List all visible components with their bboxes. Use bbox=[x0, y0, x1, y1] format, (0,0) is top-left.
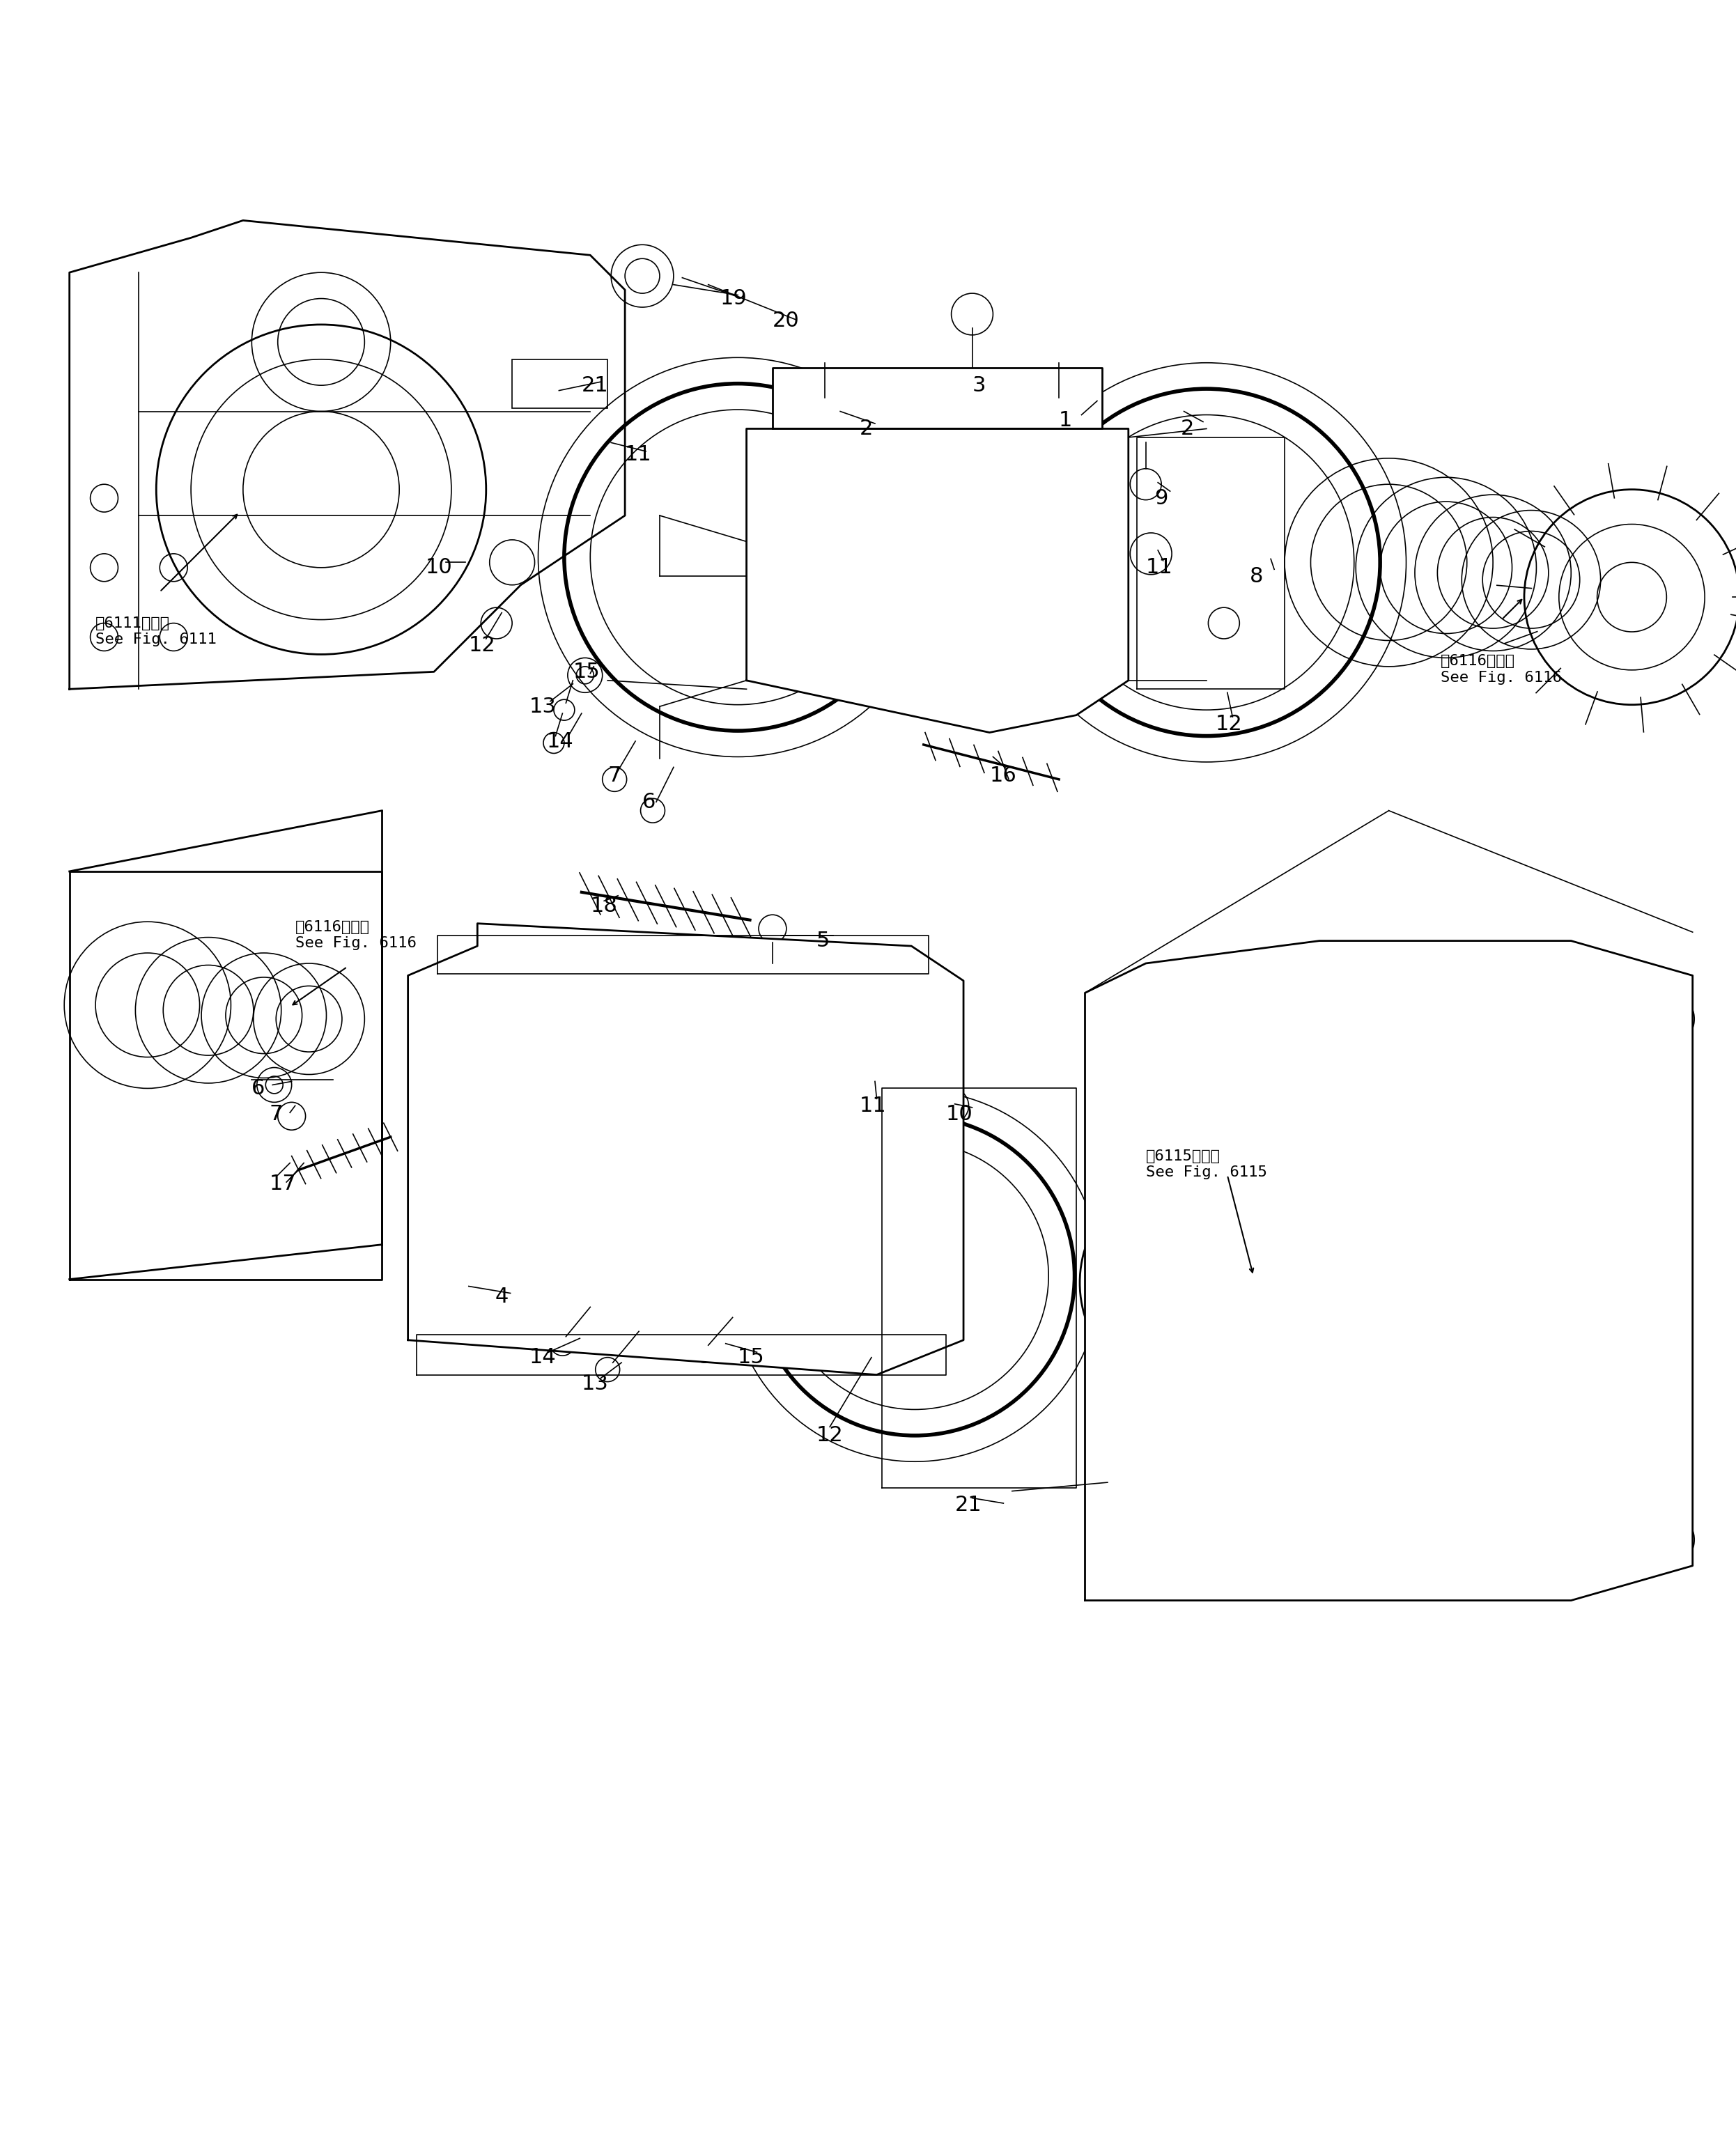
Polygon shape bbox=[746, 428, 1128, 733]
Text: 第6116図参照
See Fig. 6116: 第6116図参照 See Fig. 6116 bbox=[295, 919, 417, 951]
Text: 12: 12 bbox=[1215, 713, 1243, 735]
Text: 第6116図参照
See Fig. 6116: 第6116図参照 See Fig. 6116 bbox=[1441, 655, 1562, 685]
Text: 20: 20 bbox=[773, 311, 800, 332]
Text: 第6115図参照
See Fig. 6115: 第6115図参照 See Fig. 6115 bbox=[1146, 1148, 1267, 1180]
Text: 15: 15 bbox=[738, 1347, 766, 1367]
Text: 14: 14 bbox=[547, 730, 575, 752]
Text: 3: 3 bbox=[972, 375, 986, 396]
Text: 17: 17 bbox=[269, 1174, 297, 1193]
Text: 21: 21 bbox=[582, 375, 609, 396]
Text: 5: 5 bbox=[816, 932, 830, 951]
Text: 11: 11 bbox=[625, 446, 653, 465]
Text: 7: 7 bbox=[269, 1105, 283, 1125]
Text: 16: 16 bbox=[990, 767, 1017, 786]
Text: 14: 14 bbox=[529, 1347, 557, 1367]
Polygon shape bbox=[1085, 940, 1693, 1600]
Text: 19: 19 bbox=[720, 289, 748, 308]
Text: 13: 13 bbox=[529, 696, 557, 718]
Text: 21: 21 bbox=[955, 1495, 983, 1514]
Text: 15: 15 bbox=[573, 662, 601, 681]
Text: 4: 4 bbox=[495, 1287, 509, 1307]
Text: 第6111図参照
See Fig. 6111: 第6111図参照 See Fig. 6111 bbox=[95, 617, 217, 647]
Text: 10: 10 bbox=[425, 557, 453, 578]
Text: 2: 2 bbox=[1180, 418, 1194, 439]
Text: 6: 6 bbox=[252, 1077, 266, 1099]
Text: 18: 18 bbox=[590, 895, 618, 917]
Text: 6: 6 bbox=[642, 793, 656, 812]
Polygon shape bbox=[773, 368, 1102, 428]
Text: 13: 13 bbox=[582, 1373, 609, 1394]
Text: 2: 2 bbox=[859, 418, 873, 439]
Text: 8: 8 bbox=[1250, 565, 1264, 587]
Text: 7: 7 bbox=[608, 767, 621, 786]
Text: 11: 11 bbox=[859, 1095, 887, 1116]
Text: 12: 12 bbox=[816, 1424, 844, 1446]
Text: 9: 9 bbox=[1154, 488, 1168, 508]
Text: 12: 12 bbox=[469, 636, 496, 655]
Polygon shape bbox=[408, 923, 963, 1375]
Text: 11: 11 bbox=[1146, 557, 1174, 578]
Text: 10: 10 bbox=[946, 1105, 974, 1125]
Text: 1: 1 bbox=[1059, 409, 1073, 431]
